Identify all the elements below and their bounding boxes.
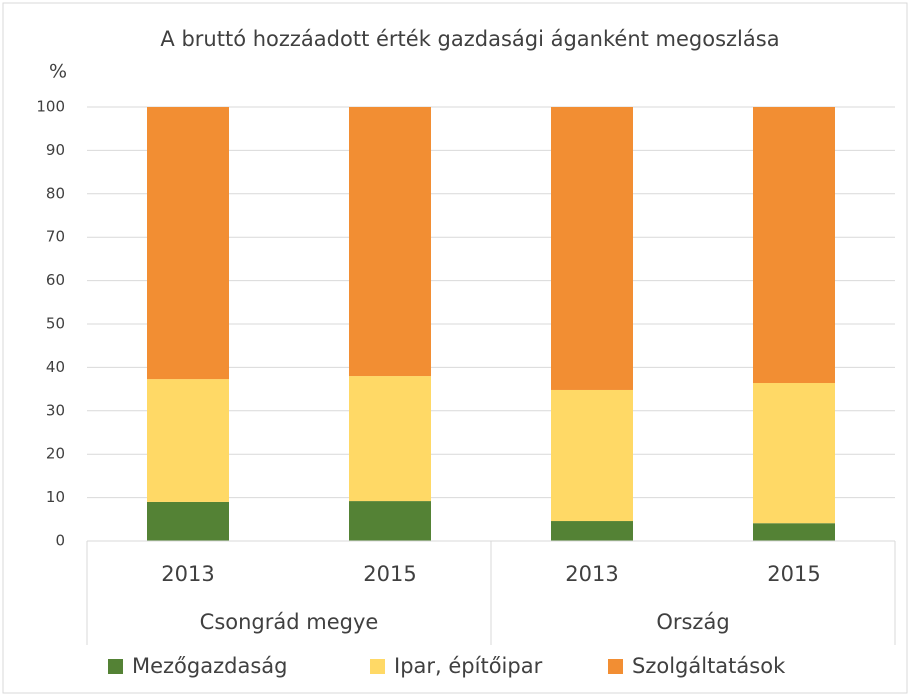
legend-swatch — [370, 659, 385, 674]
bar-segment — [147, 501, 229, 541]
y-tick-label: 10 — [46, 488, 65, 506]
legend-swatch — [608, 659, 623, 674]
x-tick-label: 2015 — [767, 562, 820, 586]
y-axis-label: % — [49, 61, 67, 83]
bar-segment — [349, 107, 431, 377]
y-tick-label: 40 — [46, 358, 65, 376]
legend-label: Mezőgazdaság — [132, 654, 287, 678]
legend-label: Ipar, építőipar — [394, 654, 543, 678]
x-tick-label: 2013 — [161, 562, 214, 586]
legend-label: Szolgáltatások — [632, 654, 786, 678]
bar-segment — [147, 107, 229, 380]
y-tick-label: 60 — [46, 271, 65, 289]
bar-segment — [753, 523, 835, 541]
y-tick-label: 70 — [46, 228, 65, 246]
y-tick-label: 20 — [46, 445, 65, 463]
legend-swatch — [108, 659, 123, 674]
y-tick-label: 0 — [55, 532, 65, 550]
y-tick-label: 50 — [46, 315, 65, 333]
bar-segment — [349, 501, 431, 541]
group-label: Csongrád megye — [200, 610, 379, 634]
bar-segment — [551, 521, 633, 541]
bar-segment — [551, 389, 633, 522]
x-tick-label: 2015 — [363, 562, 416, 586]
x-tick-label: 2013 — [565, 562, 618, 586]
bar-segment — [753, 107, 835, 384]
y-tick-label: 30 — [46, 401, 65, 419]
y-tick-label: 100 — [36, 98, 65, 116]
bar-segment — [753, 383, 835, 524]
group-label: Ország — [656, 610, 729, 634]
chart-title: A bruttó hozzáadott érték gazdasági ágan… — [160, 27, 780, 51]
bar-segment — [349, 376, 431, 502]
y-tick-label: 80 — [46, 184, 65, 202]
y-tick-label: 90 — [46, 141, 65, 159]
bar-segment — [551, 107, 633, 390]
bar-segment — [147, 379, 229, 502]
